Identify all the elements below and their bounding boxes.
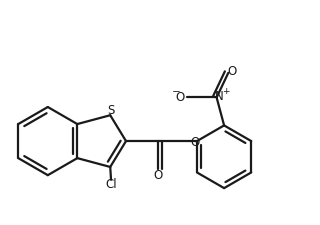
Text: −: − xyxy=(172,87,180,97)
Text: Cl: Cl xyxy=(105,177,117,190)
Text: O: O xyxy=(191,135,200,148)
Text: O: O xyxy=(154,168,163,181)
Text: N: N xyxy=(215,90,224,103)
Text: O: O xyxy=(175,90,185,103)
Text: O: O xyxy=(228,65,237,78)
Text: +: + xyxy=(222,87,229,96)
Text: S: S xyxy=(108,104,115,117)
